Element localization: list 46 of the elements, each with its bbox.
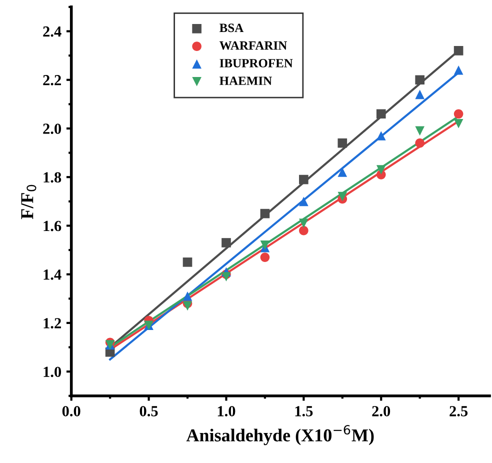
point bbox=[260, 240, 270, 250]
point bbox=[415, 75, 424, 85]
point bbox=[260, 208, 270, 218]
y-tick-label: 1.4 bbox=[44, 270, 62, 280]
point bbox=[415, 126, 424, 136]
y-tick-label: 1.2 bbox=[44, 318, 61, 328]
point bbox=[454, 109, 464, 119]
y-tick-label: 2.4 bbox=[43, 26, 62, 37]
legend-label: WARFARIN bbox=[219, 41, 287, 50]
point bbox=[299, 218, 308, 228]
y-tick-label: 1.0 bbox=[44, 366, 62, 378]
point bbox=[299, 196, 308, 206]
point bbox=[338, 192, 348, 202]
legend-label: HAEMIN bbox=[220, 76, 272, 85]
point bbox=[454, 65, 464, 75]
point bbox=[338, 138, 348, 148]
y-tick-label: 1.8 bbox=[44, 172, 62, 183]
point bbox=[454, 46, 464, 56]
point bbox=[222, 272, 231, 282]
y-tick-label: 2.0 bbox=[43, 124, 62, 134]
y-tick-label: 1.6 bbox=[44, 220, 62, 232]
point bbox=[222, 238, 231, 248]
y-axis-title: F/F$_{0}$ bbox=[21, 184, 36, 220]
y-tick-label: 2.2 bbox=[43, 75, 61, 86]
x-axis-title: Anisaldehyde (X10$^{−6}$M) bbox=[186, 425, 374, 446]
point bbox=[299, 226, 308, 236]
point bbox=[454, 118, 464, 128]
point bbox=[415, 138, 424, 148]
point bbox=[182, 292, 192, 301]
point bbox=[338, 168, 348, 177]
x-tick-label: 2.5 bbox=[450, 406, 468, 416]
x-tick-label: 1.5 bbox=[295, 406, 313, 416]
point bbox=[260, 252, 270, 262]
x-tick-label: 2.0 bbox=[372, 406, 390, 416]
point bbox=[376, 165, 386, 174]
legend-label: BSA bbox=[220, 24, 244, 32]
point bbox=[182, 301, 192, 311]
point bbox=[299, 174, 308, 184]
legend-label: IBUPROFEN bbox=[220, 58, 293, 68]
point bbox=[376, 131, 386, 140]
point bbox=[376, 109, 386, 119]
x-tick-label: 0.5 bbox=[140, 406, 158, 416]
point bbox=[182, 258, 192, 267]
point bbox=[415, 90, 424, 100]
x-tick-label: 1.0 bbox=[218, 406, 236, 416]
x-tick-label: 0.0 bbox=[62, 406, 80, 416]
